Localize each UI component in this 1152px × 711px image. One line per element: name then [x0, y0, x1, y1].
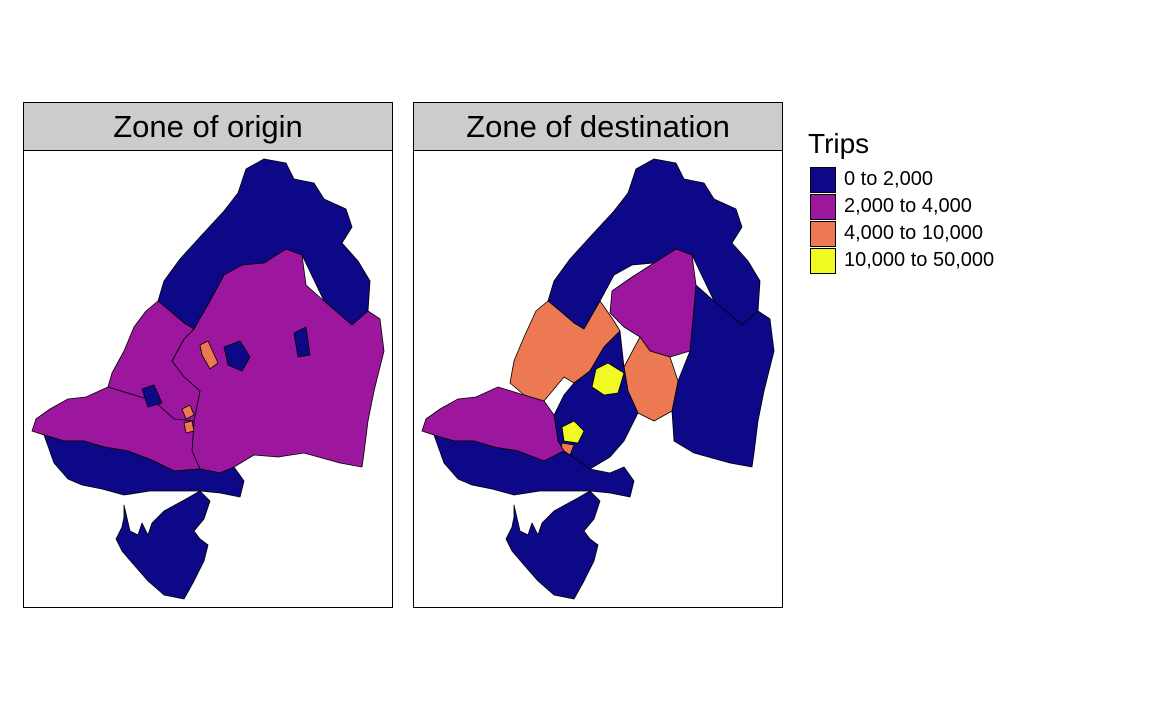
map-legend: Trips 0 to 2,000 2,000 to 4,000 4,000 to…	[808, 128, 994, 274]
legend-title: Trips	[808, 128, 870, 159]
zone-destination-south-island	[505, 490, 601, 600]
legend-item: 4,000 to 10,000	[808, 220, 994, 247]
zone-origin-central-1	[199, 340, 219, 370]
legend-item: 0 to 2,000	[808, 166, 994, 193]
legend-swatch	[810, 220, 836, 247]
map-panel-origin: Zone of origin	[23, 102, 393, 608]
zone-origin-central-3	[183, 420, 195, 434]
legend-label: 4,000 to 10,000	[844, 222, 984, 244]
legend-swatch	[810, 247, 836, 274]
zone-destination-core-1	[591, 362, 625, 396]
map-origin	[31, 158, 385, 600]
panel-title-origin: Zone of origin	[24, 103, 392, 151]
legend-label: 0 to 2,000	[844, 168, 933, 190]
zone-origin-central-2	[181, 404, 195, 420]
panel-title-destination: Zone of destination	[414, 103, 782, 151]
legend-item: 10,000 to 50,000	[808, 247, 994, 274]
legend-label: 2,000 to 4,000	[844, 195, 972, 217]
map-destination	[421, 158, 775, 600]
zone-origin-south	[43, 434, 245, 498]
legend-swatch	[810, 166, 836, 193]
zone-origin-south-island	[115, 490, 211, 600]
zone-destination-core-2	[561, 420, 585, 444]
zone-origin-dark-2	[141, 384, 163, 408]
legend-swatch	[810, 193, 836, 220]
map-panel-destination: Zone of destination	[413, 102, 783, 608]
legend-label: 10,000 to 50,000	[844, 249, 995, 271]
zone-origin-dark-1	[223, 340, 251, 372]
zone-destination-south	[433, 434, 635, 498]
zone-origin-dark-3	[293, 326, 311, 358]
legend-item: 2,000 to 4,000	[808, 193, 994, 220]
